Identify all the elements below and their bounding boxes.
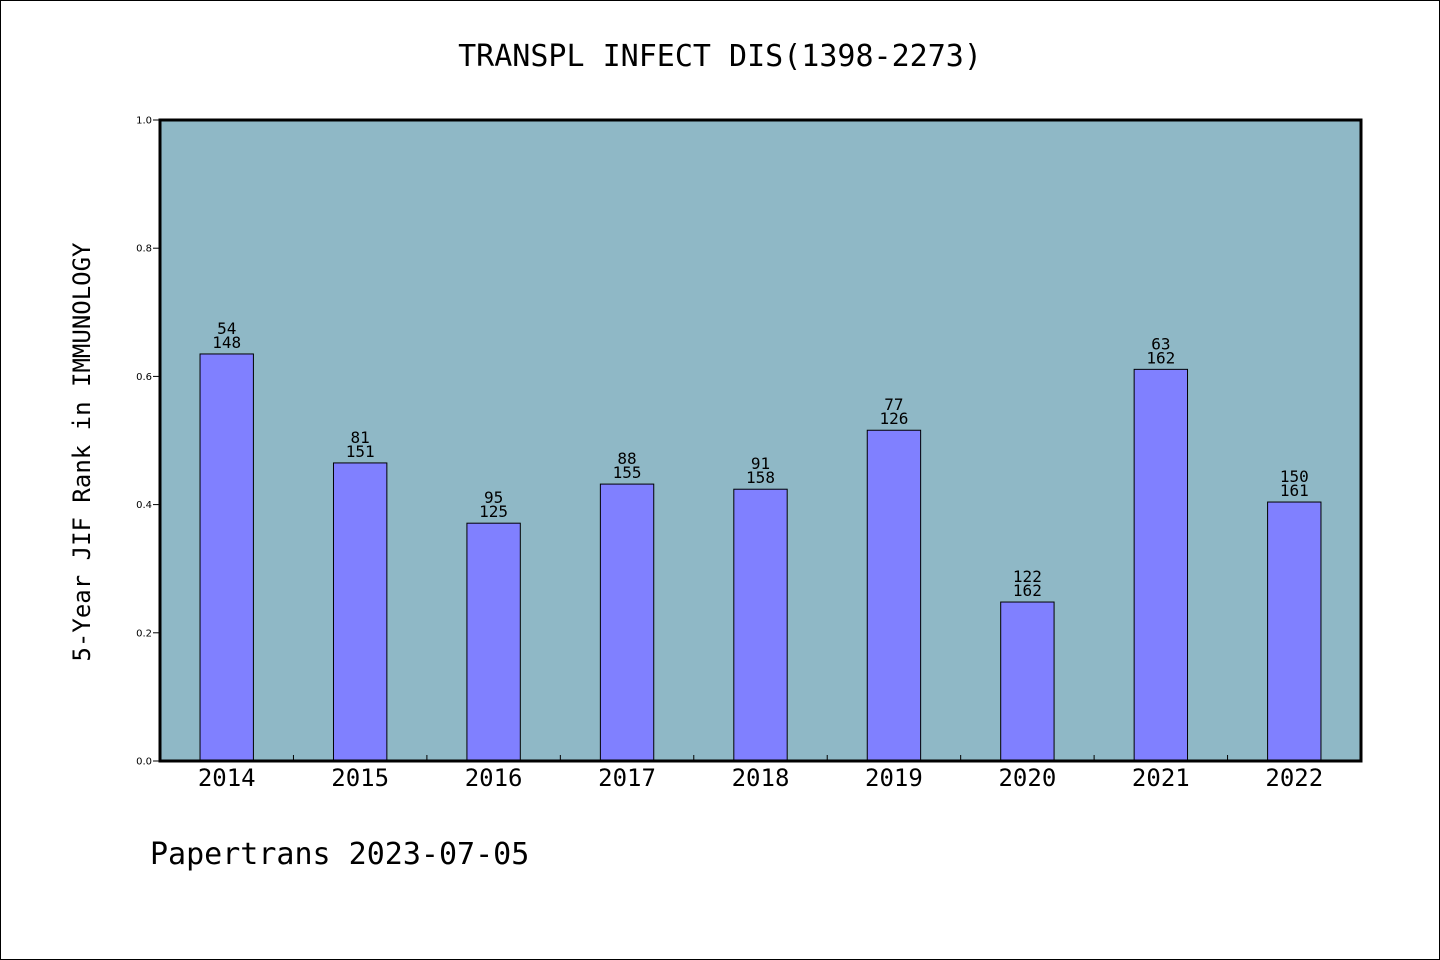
- bar-2015: [332, 462, 388, 762]
- bar-2022: [1267, 501, 1322, 762]
- data-label-rank: 54: [217, 319, 236, 338]
- y-tick-label: 0.4: [136, 500, 152, 511]
- data-label-total: 126: [879, 409, 908, 428]
- y-tick-label: 0.6: [136, 372, 152, 383]
- y-tick-label: 0.2: [136, 628, 152, 639]
- bar-2014: [199, 353, 254, 762]
- x-tick-label: 2014: [198, 764, 256, 792]
- x-tick-label: 2020: [998, 764, 1056, 792]
- data-label-total: 155: [613, 463, 642, 482]
- y-axis-label: 5-Year JIF Rank in IMMUNOLOGY: [68, 242, 96, 662]
- data-label-rank: 95: [484, 488, 503, 507]
- bar-2021: [1133, 368, 1189, 762]
- plot-border: [158, 118, 1363, 763]
- x-axis: 2014 2015 2016 2017 2018 2019 2020 2021 2022: [198, 755, 1323, 792]
- bars: [199, 353, 1322, 762]
- y-tick-label: 0.0: [136, 757, 152, 768]
- x-tick-label: 2021: [1132, 764, 1190, 792]
- data-label-rank: 88: [617, 449, 636, 468]
- y-axis: 0.0 0.2 0.4 0.6 0.8 1.0: [136, 116, 160, 768]
- x-tick-label: 2018: [732, 764, 790, 792]
- data-label-total: 125: [479, 502, 508, 521]
- data-label-rank: 81: [351, 428, 370, 447]
- data-label-rank: 150: [1280, 467, 1309, 486]
- bar-2019: [866, 429, 922, 762]
- x-tick-label: 2022: [1265, 764, 1323, 792]
- footer-credit: Papertrans 2023-07-05: [150, 837, 529, 872]
- data-label-total: 151: [346, 442, 375, 461]
- y-tick-label: 1.0: [136, 116, 152, 127]
- bar-2018: [733, 488, 788, 762]
- data-label-rank: 77: [884, 395, 903, 414]
- bar-2020: [1000, 601, 1055, 762]
- bar-2017: [599, 483, 655, 762]
- x-tick-label: 2019: [865, 764, 923, 792]
- x-tick-label: 2017: [598, 764, 656, 792]
- x-tick-label: 2016: [465, 764, 523, 792]
- data-label-total: 148: [212, 333, 241, 352]
- data-label-total: 158: [746, 468, 775, 487]
- y-tick-label: 0.8: [136, 244, 152, 255]
- data-label-rank: 122: [1013, 567, 1042, 586]
- data-label-rank: 63: [1151, 334, 1170, 353]
- data-label-total: 161: [1280, 481, 1309, 500]
- x-tick-label: 2015: [331, 764, 389, 792]
- chart-title: TRANSPL INFECT DIS(1398-2273): [458, 39, 982, 74]
- data-label-total: 162: [1013, 581, 1042, 600]
- data-label-total: 162: [1146, 348, 1175, 367]
- data-label-rank: 91: [751, 454, 770, 473]
- bar-2016: [466, 522, 521, 762]
